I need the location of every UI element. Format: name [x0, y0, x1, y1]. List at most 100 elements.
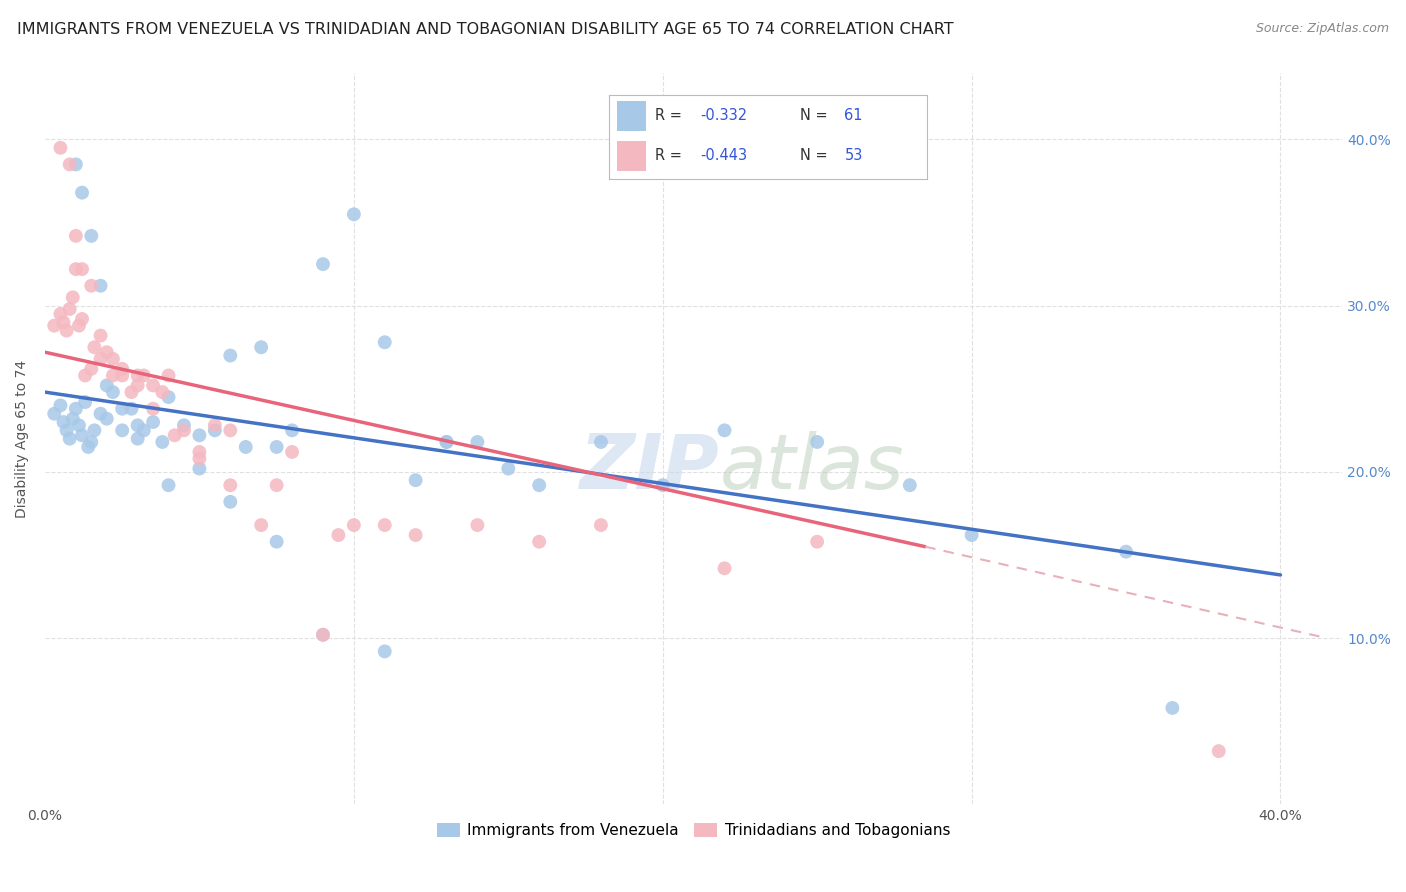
- Point: [266, 534, 288, 549]
- Point: [59, 301, 82, 316]
- Point: [55, 324, 77, 338]
- Point: [127, 432, 149, 446]
- Point: [806, 534, 828, 549]
- Point: [219, 349, 242, 363]
- Point: [120, 385, 142, 400]
- Point: [80, 361, 103, 376]
- Point: [266, 478, 288, 492]
- Point: [163, 428, 186, 442]
- Point: [188, 428, 211, 442]
- Point: [70, 186, 93, 200]
- Point: [62, 290, 84, 304]
- Point: [960, 528, 983, 542]
- Point: [111, 423, 134, 437]
- Point: [157, 478, 180, 492]
- Text: atlas: atlas: [720, 431, 904, 505]
- Point: [405, 473, 427, 487]
- Point: [405, 528, 427, 542]
- Point: [70, 262, 93, 277]
- Point: [62, 411, 84, 425]
- Point: [142, 415, 165, 429]
- Point: [374, 518, 396, 533]
- Point: [80, 434, 103, 449]
- Point: [75, 368, 97, 383]
- Point: [52, 415, 75, 429]
- Point: [150, 385, 173, 400]
- Point: [343, 207, 366, 221]
- Point: [328, 528, 350, 542]
- Point: [281, 423, 304, 437]
- Point: [250, 340, 273, 354]
- Point: [374, 644, 396, 658]
- Point: [127, 418, 149, 433]
- Point: [90, 351, 112, 366]
- Point: [90, 278, 112, 293]
- Point: [120, 401, 142, 416]
- Point: [52, 315, 75, 329]
- Point: [111, 361, 134, 376]
- Point: [132, 368, 155, 383]
- Point: [173, 418, 195, 433]
- Point: [713, 423, 735, 437]
- Point: [235, 440, 257, 454]
- Point: [806, 434, 828, 449]
- Point: [188, 461, 211, 475]
- Point: [312, 257, 335, 271]
- Point: [188, 451, 211, 466]
- Point: [96, 378, 118, 392]
- Point: [59, 157, 82, 171]
- Point: [80, 228, 103, 243]
- Point: [132, 423, 155, 437]
- Point: [101, 368, 124, 383]
- Point: [589, 434, 612, 449]
- Point: [157, 390, 180, 404]
- Point: [266, 440, 288, 454]
- Point: [49, 307, 72, 321]
- Point: [281, 445, 304, 459]
- Point: [111, 401, 134, 416]
- Point: [467, 518, 489, 533]
- Point: [1208, 744, 1230, 758]
- Point: [96, 345, 118, 359]
- Text: ZIP: ZIP: [579, 431, 720, 505]
- Point: [44, 407, 66, 421]
- Point: [219, 423, 242, 437]
- Point: [343, 518, 366, 533]
- Text: IMMIGRANTS FROM VENEZUELA VS TRINIDADIAN AND TOBAGONIAN DISABILITY AGE 65 TO 74 : IMMIGRANTS FROM VENEZUELA VS TRINIDADIAN…: [17, 22, 953, 37]
- Point: [70, 428, 93, 442]
- Point: [204, 423, 226, 437]
- Point: [90, 328, 112, 343]
- Point: [67, 418, 90, 433]
- Legend: Immigrants from Venezuela, Trinidadians and Tobagonians: Immigrants from Venezuela, Trinidadians …: [430, 817, 956, 844]
- Point: [80, 278, 103, 293]
- Point: [55, 423, 77, 437]
- Point: [898, 478, 921, 492]
- Y-axis label: Disability Age 65 to 74: Disability Age 65 to 74: [15, 359, 30, 517]
- Point: [83, 340, 105, 354]
- Point: [65, 262, 87, 277]
- Point: [70, 312, 93, 326]
- Point: [1115, 544, 1137, 558]
- Point: [101, 385, 124, 400]
- Point: [219, 478, 242, 492]
- Point: [527, 534, 550, 549]
- Text: Source: ZipAtlas.com: Source: ZipAtlas.com: [1256, 22, 1389, 36]
- Point: [219, 495, 242, 509]
- Point: [527, 478, 550, 492]
- Point: [250, 518, 273, 533]
- Point: [651, 478, 673, 492]
- Point: [101, 351, 124, 366]
- Point: [173, 423, 195, 437]
- Point: [59, 432, 82, 446]
- Point: [312, 628, 335, 642]
- Point: [1161, 701, 1184, 715]
- Point: [436, 434, 458, 449]
- Point: [67, 318, 90, 333]
- Point: [204, 418, 226, 433]
- Point: [44, 318, 66, 333]
- Point: [498, 461, 520, 475]
- Point: [589, 518, 612, 533]
- Point: [142, 401, 165, 416]
- Point: [436, 434, 458, 449]
- Point: [75, 395, 97, 409]
